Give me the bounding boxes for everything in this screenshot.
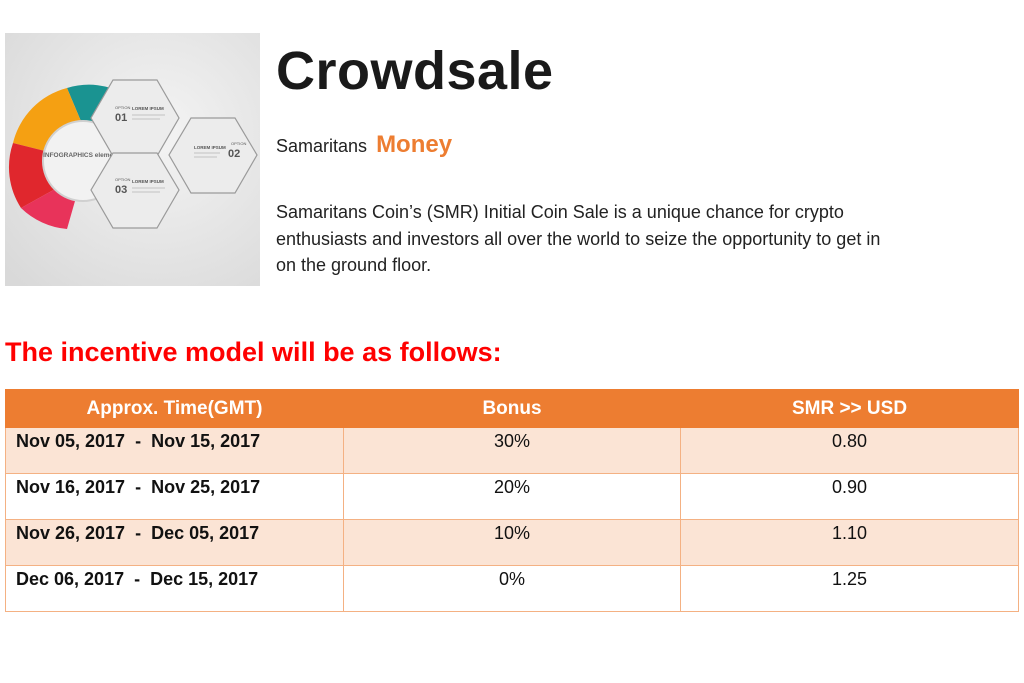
hex-1-caption: LOREM IPSUM xyxy=(132,106,164,111)
subtitle-prefix: Samaritans xyxy=(276,136,368,156)
hex-2-number: 02 xyxy=(228,148,240,160)
hex-2-caption: LOREM IPSUM xyxy=(194,145,226,150)
hex-1-number: 01 xyxy=(115,112,127,124)
infographic-image: INFOGRAPHICS elements OPTION 01 LOREM IP… xyxy=(5,33,260,286)
hex-3-number: 03 xyxy=(115,184,127,196)
column-header-bonus: Bonus xyxy=(343,389,681,428)
donut-segment-orange xyxy=(13,88,83,153)
period-cell: Nov 05, 2017 - Nov 15, 2017 xyxy=(5,427,344,474)
table-row: Dec 06, 2017 - Dec 15, 2017 0% 1.25 xyxy=(5,565,1019,612)
period-cell: Nov 26, 2017 - Dec 05, 2017 xyxy=(5,519,344,566)
bonus-cell: 10% xyxy=(343,519,681,566)
period-cell: Dec 06, 2017 - Dec 15, 2017 xyxy=(5,565,344,612)
hex-3-caption: LOREM IPSUM xyxy=(132,179,164,184)
table-row: Nov 05, 2017 - Nov 15, 2017 30% 0.80 xyxy=(5,427,1019,474)
column-header-time: Approx. Time(GMT) xyxy=(5,389,344,428)
infographic-illustration: INFOGRAPHICS elements OPTION 01 LOREM IP… xyxy=(5,33,260,286)
infographic-label: INFOGRAPHICS elements xyxy=(43,152,123,159)
column-header-rate: SMR >> USD xyxy=(680,389,1019,428)
hex-3-option: OPTION xyxy=(115,177,130,182)
page-title: Crowdsale xyxy=(276,41,554,101)
rate-cell: 1.25 xyxy=(680,565,1019,612)
hex-1-option: OPTION xyxy=(115,105,130,110)
table-row: Nov 26, 2017 - Dec 05, 2017 10% 1.10 xyxy=(5,519,1019,566)
bonus-cell: 0% xyxy=(343,565,681,612)
rate-cell: 1.10 xyxy=(680,519,1019,566)
hex-2-option: OPTION xyxy=(231,141,246,146)
subtitle-accent: Money xyxy=(376,131,453,158)
period-cell: Nov 16, 2017 - Nov 25, 2017 xyxy=(5,473,344,520)
table-header-row: Approx. Time(GMT) Bonus SMR >> USD xyxy=(5,389,1019,428)
rate-cell: 0.90 xyxy=(680,473,1019,520)
donut-segment-pink xyxy=(21,188,75,229)
rate-cell: 0.80 xyxy=(680,427,1019,474)
incentive-table: Approx. Time(GMT) Bonus SMR >> USD Nov 0… xyxy=(5,389,1019,612)
incentive-heading: The incentive model will be as follows: xyxy=(5,337,502,367)
table-row: Nov 16, 2017 - Nov 25, 2017 20% 0.90 xyxy=(5,473,1019,520)
bonus-cell: 30% xyxy=(343,427,681,474)
subtitle: Samaritans Money xyxy=(276,131,452,159)
bonus-cell: 20% xyxy=(343,473,681,520)
description: Samaritans Coin’s (SMR) Initial Coin Sal… xyxy=(276,202,881,275)
